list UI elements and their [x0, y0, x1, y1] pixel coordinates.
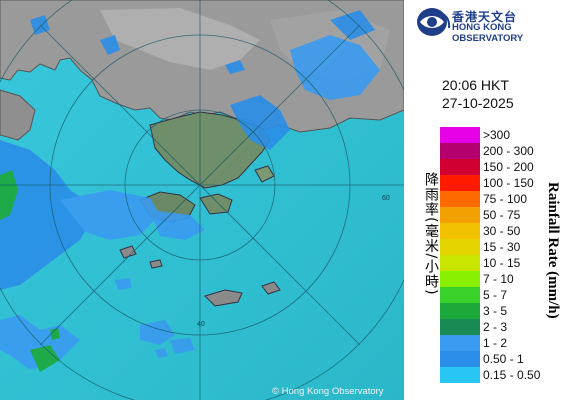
legend-labels: >300 200 - 300 150 - 200 100 - 150 75 - 100 5… [483, 127, 573, 383]
island-west [119, 245, 137, 259]
hko-logo-icon [417, 8, 451, 36]
legend-label: 30 - 50 [483, 224, 521, 238]
legend-label: 15 - 30 [483, 240, 521, 254]
legend-label: 150 - 200 [483, 160, 534, 174]
copyright-text: © Hong Kong Observatory [272, 386, 384, 397]
legend-swatch [440, 127, 480, 143]
legend-swatch [440, 175, 480, 191]
timestamp-date: 27-10-2025 [442, 95, 514, 111]
island-small [254, 165, 275, 183]
range-rings [0, 0, 404, 400]
radar-map: 60 40 © Hong Kong Observatory [0, 0, 404, 400]
legend-swatch [440, 255, 480, 271]
legend-label: 75 - 100 [483, 192, 528, 206]
legend-title-cn: 降雨率(毫米/小時) [423, 172, 439, 296]
legend-label: 10 - 15 [483, 256, 521, 270]
legend-label: 5 - 7 [483, 288, 508, 302]
west-land [0, 89, 36, 141]
legend-panel: 香港天文台 HONG KONG OBSERVATORY 20:06 HKT 27… [404, 0, 577, 400]
island-south2 [261, 281, 281, 295]
legend-swatch [440, 239, 480, 255]
legend-swatch [440, 191, 480, 207]
range-label-inner: 40 [197, 321, 205, 328]
legend-label: 2 - 3 [483, 320, 508, 334]
legend-swatch [440, 207, 480, 223]
legend-label: 50 - 75 [483, 208, 521, 222]
legend-label: 1 - 2 [483, 336, 508, 350]
timestamp-time: 20:06 HKT [442, 77, 509, 93]
range-label: 60 [382, 195, 390, 202]
org-name-en: HONG KONG OBSERVATORY [452, 22, 524, 44]
legend-label: 100 - 150 [483, 176, 534, 190]
legend-swatch [440, 223, 480, 239]
legend-swatch [440, 319, 480, 335]
legend-swatches [440, 127, 490, 383]
org-name-cn: 香港天文台 [452, 10, 518, 24]
legend-title-en: Rainfall Rate (mm/h) [545, 182, 561, 319]
legend-label: >300 [483, 128, 511, 142]
legend-swatch [440, 367, 480, 383]
legend-label: 0.50 - 1 [483, 352, 524, 366]
legend-swatch [440, 159, 480, 175]
island-west2 [149, 259, 163, 269]
legend-swatch [440, 335, 480, 351]
mainland-texture [100, 8, 260, 70]
island-south [204, 289, 243, 307]
rain-echoes [0, 10, 380, 372]
legend-swatch [440, 287, 480, 303]
legend-label: 7 - 10 [483, 272, 514, 286]
legend-label: 200 - 300 [483, 144, 534, 158]
legend-label: 3 - 5 [483, 304, 508, 318]
legend-swatch [440, 271, 480, 287]
hong-kong-land [149, 111, 271, 189]
legend-swatch [440, 143, 480, 159]
legend-swatch [440, 303, 480, 319]
legend-label: 0.15 - 0.50 [483, 368, 541, 382]
legend-swatch [440, 351, 480, 367]
